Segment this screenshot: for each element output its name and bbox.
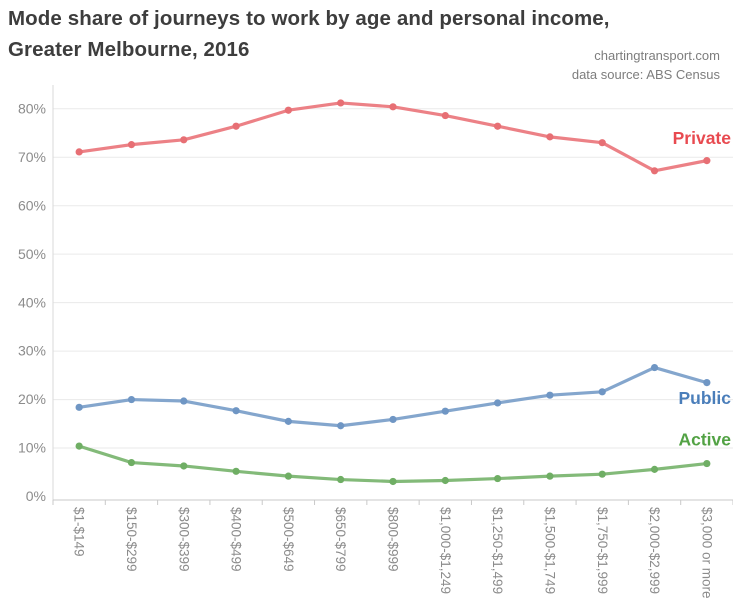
public-series-label: Public [678,388,731,408]
active-series-marker [389,477,397,486]
private-series-marker [284,106,292,114]
public-series-marker [546,391,554,399]
active-series-marker [546,472,554,480]
active-series-marker [75,442,83,450]
y-axis-label-50%: 50% [18,246,46,262]
private-series-marker [546,133,554,141]
active-series-marker [284,472,292,480]
x-axis-label: $1,750-$1,999 [595,507,610,594]
public-series-marker [180,397,188,405]
private-series-marker [441,111,449,120]
x-axis-label: $1-$149 [72,507,87,557]
y-axis-label-10%: 10% [18,440,46,456]
public-series-marker [127,395,136,404]
private-series-marker [650,167,659,175]
x-axis-label: $800-$999 [386,507,401,572]
x-axis-label: $3,000 or more [699,507,714,599]
active-series-marker [494,474,502,483]
private-series-marker [75,148,83,156]
y-axis-label-80%: 80% [18,100,46,116]
active-series-marker [703,459,711,468]
private-series-marker [389,103,397,111]
x-axis-label: $400-$499 [229,507,244,572]
private-series-line [77,101,709,173]
x-axis-label: $150-$299 [124,507,139,572]
chart-title: Mode share of journeys to work by age an… [8,3,610,65]
private-series-marker [598,139,606,147]
y-axis-label-70%: 70% [18,149,46,165]
y-axis-label-0%: 0% [26,488,46,504]
active-series-label: Active [678,430,731,450]
public-series-marker [703,379,711,387]
private-series-marker [337,99,345,107]
private-series-marker [127,141,136,149]
active-series-marker [180,462,188,470]
x-axis-label: $300-$399 [176,507,191,572]
x-axis-label: $2,000-$2,999 [647,507,662,594]
public-series-marker [598,388,606,396]
public-series-marker [650,363,659,372]
private-series-marker [494,122,502,130]
y-axis-label-30%: 30% [18,343,46,359]
credit-source: data source: ABS Census [571,67,720,82]
active-series-marker [127,458,136,467]
public-series-marker [232,407,240,415]
y-axis-label-40%: 40% [18,294,46,310]
public-series-marker [75,403,83,411]
public-series-marker [337,422,345,430]
active-series-marker [598,470,606,478]
x-axis-label: $1,000-$1,249 [438,507,453,594]
chart-title-line2: Greater Melbourne, 2016 [8,38,250,61]
x-axis-label: $1,500-$1,749 [542,507,557,594]
credit-site: chartingtransport.com [594,48,720,63]
x-axis-label: $500-$649 [281,507,296,572]
private-series-marker [232,122,240,130]
private-series-marker [180,136,188,144]
active-series-marker [650,465,659,473]
public-series-marker [441,407,449,415]
y-axis-label-60%: 60% [18,197,46,213]
chart-title-line1: Mode share of journeys to work by age an… [8,7,610,30]
x-axis-label: $650-$799 [333,507,348,572]
active-series-marker [337,475,345,484]
credit-block: chartingtransport.com data source: ABS C… [572,46,720,84]
x-axis-label: $1,250-$1,499 [490,507,505,594]
private-series-label: Private [673,128,732,148]
active-series-marker [232,467,240,475]
public-series-marker [494,399,502,407]
active-series-line [77,444,709,484]
y-axis-label-20%: 20% [18,391,46,407]
private-series-marker [703,157,711,165]
active-series-marker [441,476,449,485]
public-series-marker [284,417,292,425]
public-series-marker [389,415,397,424]
